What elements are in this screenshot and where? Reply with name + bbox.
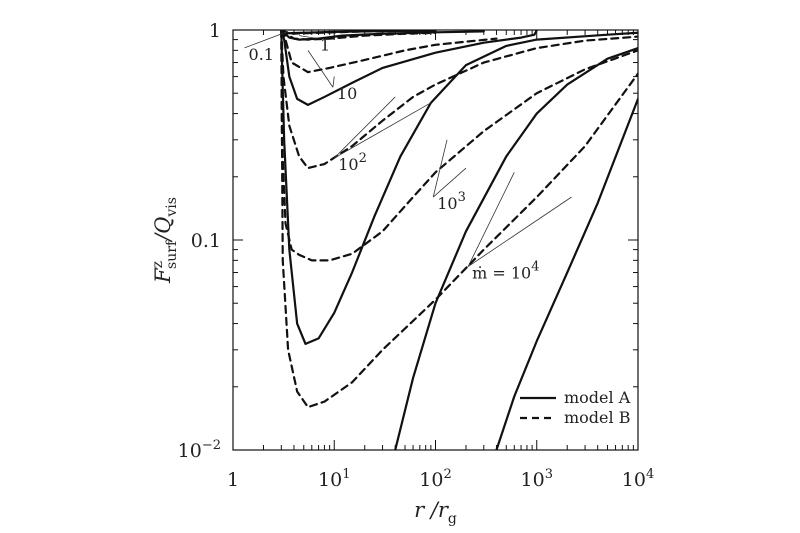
annotation-leader — [299, 35, 317, 39]
annotation-label-sup: 3 — [458, 190, 466, 205]
annotation-label: 0.1 — [249, 45, 274, 64]
y-tick-label: 0.1 — [191, 230, 221, 252]
annotation-leader — [244, 31, 289, 49]
x-tick-label: 102 — [419, 467, 451, 491]
annotation-label-base: 10 — [338, 155, 358, 174]
x-tick-label: 103 — [521, 467, 553, 491]
y-tick-label-base: 0.1 — [191, 230, 221, 252]
annotation-label: 103 — [437, 190, 466, 213]
y-tick-label: 1 — [209, 20, 221, 42]
annotation-leader — [467, 196, 572, 267]
x-tick-label-sup: 1 — [342, 467, 350, 482]
curve-solid-10 — [280, 30, 538, 106]
annotation-label-sup: 2 — [359, 151, 367, 166]
x-tick-label: 104 — [622, 467, 654, 491]
x-tick-label: 1 — [227, 469, 239, 491]
y-axis-title-part: F — [151, 267, 175, 284]
annotation-label-base: 10 — [337, 84, 357, 103]
annotation-leader — [432, 139, 448, 198]
annotation-label-base: 1 — [320, 35, 330, 54]
annotation-label-base: 10 — [437, 194, 457, 213]
y-axis-title: Fzsurf/Qvis — [150, 197, 180, 284]
y-axis-title-part: vis — [164, 197, 180, 218]
annotation-label: 1 — [320, 35, 330, 54]
curve-solid-10² — [280, 30, 638, 346]
y-axis-title-part: surf — [164, 239, 180, 269]
y-tick-label-sup: −2 — [202, 438, 221, 453]
y-tick-label: 10−2 — [178, 438, 221, 462]
curve-dashed-10⁴ — [280, 30, 638, 409]
y-tick-label-base: 1 — [209, 20, 221, 42]
annotation-leader — [333, 96, 396, 159]
x-tick-label-base: 10 — [419, 469, 443, 491]
x-tick-label-sup: 3 — [545, 467, 553, 482]
x-tick-label-base: 1 — [227, 469, 239, 491]
x-tick-label-base: 10 — [622, 469, 646, 491]
legend-label: model A — [564, 388, 631, 407]
y-axis-title-part: z — [150, 261, 166, 268]
annotation-label-sup: 4 — [531, 260, 539, 275]
annotation-leader — [334, 102, 432, 159]
x-tick-label-sup: 2 — [443, 467, 451, 482]
x-tick-label-sup: 4 — [646, 467, 654, 482]
x-tick-label-base: 10 — [521, 469, 545, 491]
curve-solid-10⁴ — [495, 97, 638, 450]
x-tick-label-base: 10 — [318, 469, 342, 491]
annotation-leader — [307, 50, 334, 88]
x-tick-label: 101 — [318, 467, 350, 491]
curve-dashed-10³ — [280, 30, 638, 262]
curve-dashed-1 — [280, 30, 437, 41]
annotation-label: 102 — [338, 151, 367, 174]
annotation-leader — [332, 76, 335, 88]
legend-label: model B — [564, 408, 630, 427]
x-axis-title: r /rg — [414, 498, 457, 527]
annotation-label-base: ṁ = 10 — [472, 264, 531, 283]
curve-solid-10³ — [394, 47, 638, 450]
annotation-leader — [432, 167, 467, 198]
plot-frame — [232, 29, 639, 451]
y-axis-title-part: /Q — [151, 217, 175, 243]
curve-dashed-0.1 — [280, 30, 437, 35]
curve-dashed-10 — [280, 30, 498, 74]
x-axis-title-sub: g — [448, 511, 457, 527]
annotation-label: ṁ = 104 — [472, 260, 539, 283]
annotation-label-base: 0.1 — [249, 45, 274, 64]
y-tick-label-base: 10 — [178, 440, 202, 462]
annotation-label: 10 — [337, 84, 357, 103]
x-axis-title-main: r /r — [414, 498, 450, 522]
curve-dashed-10² — [280, 30, 638, 170]
curves — [280, 30, 638, 450]
annotation-leader — [467, 172, 515, 267]
